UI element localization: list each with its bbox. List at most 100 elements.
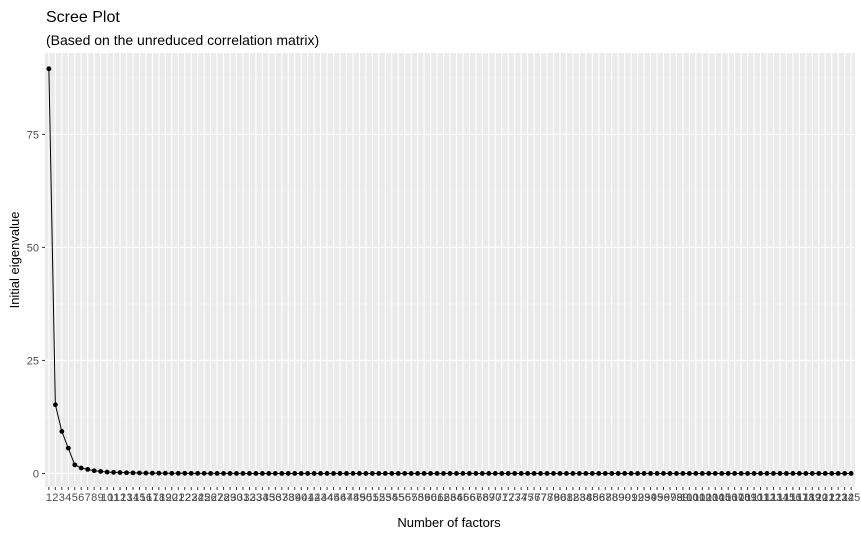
x-tick-label: 27 (211, 492, 223, 504)
x-tick-label: 86 (593, 492, 605, 504)
data-point (324, 471, 330, 476)
data-point (777, 471, 783, 476)
x-tick-label: 122 (823, 492, 841, 504)
data-point (344, 471, 349, 476)
data-point (104, 469, 110, 475)
x-tick-label: 117 (791, 492, 809, 504)
x-tick-label: 37 (276, 492, 288, 504)
data-point (175, 470, 181, 476)
x-tick-label: 80 (554, 492, 566, 504)
x-tick-label: 73 (509, 492, 521, 504)
x-tick-label: 7 (85, 492, 91, 504)
x-tick-label: 48 (347, 492, 359, 504)
data-point (91, 468, 97, 474)
x-tick-label: 98 (670, 492, 682, 504)
x-tick-label: 105 (713, 492, 731, 504)
x-tick-label: 39 (289, 492, 301, 504)
x-tick-label: 102 (693, 492, 711, 504)
data-point (732, 471, 738, 476)
data-point (253, 471, 259, 476)
x-tick-label: 81 (560, 492, 572, 504)
data-point (758, 471, 763, 476)
x-tick-label: 46 (334, 492, 346, 504)
data-point (408, 471, 414, 476)
x-tick-label: 24 (192, 492, 204, 504)
x-tick-label: 4 (65, 492, 71, 504)
data-point (382, 471, 388, 476)
x-tick-label: 90 (619, 492, 631, 504)
data-point (505, 471, 511, 476)
x-tick-label: 9 (98, 492, 104, 504)
data-point (162, 470, 168, 476)
x-tick-label: 30 (230, 492, 242, 504)
x-tick-label: 100 (680, 492, 698, 504)
x-tick-label: 70 (489, 492, 501, 504)
data-point (117, 470, 123, 475)
x-tick-label: 124 (835, 492, 853, 504)
x-tick-label: 84 (580, 492, 592, 504)
data-point (266, 471, 272, 476)
data-point (609, 471, 615, 476)
x-tick-label: 99 (677, 492, 689, 504)
x-tick-label: 115 (778, 492, 796, 504)
x-tick-label: 96 (657, 492, 669, 504)
data-point (531, 471, 537, 476)
data-point (712, 471, 718, 476)
data-point (415, 471, 421, 476)
data-point (771, 471, 776, 476)
data-point (667, 471, 673, 476)
data-point (149, 470, 155, 476)
x-tick-label: 103 (700, 492, 718, 504)
data-point (311, 471, 317, 476)
data-point (402, 471, 408, 476)
y-axis: 0 25 50 75 (27, 129, 45, 480)
data-point (822, 471, 828, 476)
x-tick-label: 43 (314, 492, 326, 504)
x-tick-label: 3 (59, 492, 65, 504)
x-tick-label: 1 (46, 492, 52, 504)
data-point (486, 471, 492, 476)
data-point (538, 471, 543, 476)
data-point (654, 471, 660, 476)
data-point (389, 471, 395, 476)
x-tick-label: 57 (405, 492, 417, 504)
x-tick-label: 104 (706, 492, 724, 504)
data-point (725, 471, 731, 476)
data-point (130, 470, 136, 476)
x-tick-label: 54 (386, 492, 398, 504)
x-tick-label: 26 (204, 492, 216, 504)
data-point (441, 471, 446, 476)
x-tick-label: 108 (732, 492, 750, 504)
x-tick-label: 76 (528, 492, 540, 504)
x-tick-label: 71 (496, 492, 508, 504)
x-tick-label: 119 (804, 492, 822, 504)
x-tick-label: 65 (457, 492, 469, 504)
data-point (764, 471, 770, 476)
x-tick-label: 35 (263, 492, 275, 504)
x-tick-label: 120 (810, 492, 828, 504)
data-point (848, 471, 854, 476)
data-point (447, 471, 453, 476)
data-point (842, 471, 848, 476)
x-tick-label: 34 (256, 492, 268, 504)
data-point (628, 471, 634, 476)
x-tick-label: 23 (185, 492, 197, 504)
data-point (615, 471, 621, 476)
data-point (337, 471, 343, 476)
x-tick-label: 42 (308, 492, 320, 504)
x-tick-label: 91 (625, 492, 637, 504)
data-point (369, 471, 375, 476)
data-point (706, 471, 712, 476)
data-point (467, 471, 472, 476)
data-point (570, 471, 576, 476)
data-point (214, 470, 220, 476)
x-tick-label: 17 (146, 492, 158, 504)
x-tick-label: 44 (321, 492, 333, 504)
data-point (460, 471, 466, 476)
data-point (143, 470, 149, 476)
x-tick-label: 66 (463, 492, 475, 504)
data-point (182, 470, 188, 476)
x-tick-label: 110 (745, 492, 763, 504)
y-tick-label: 50 (27, 242, 39, 254)
x-tick-label: 8 (91, 492, 97, 504)
